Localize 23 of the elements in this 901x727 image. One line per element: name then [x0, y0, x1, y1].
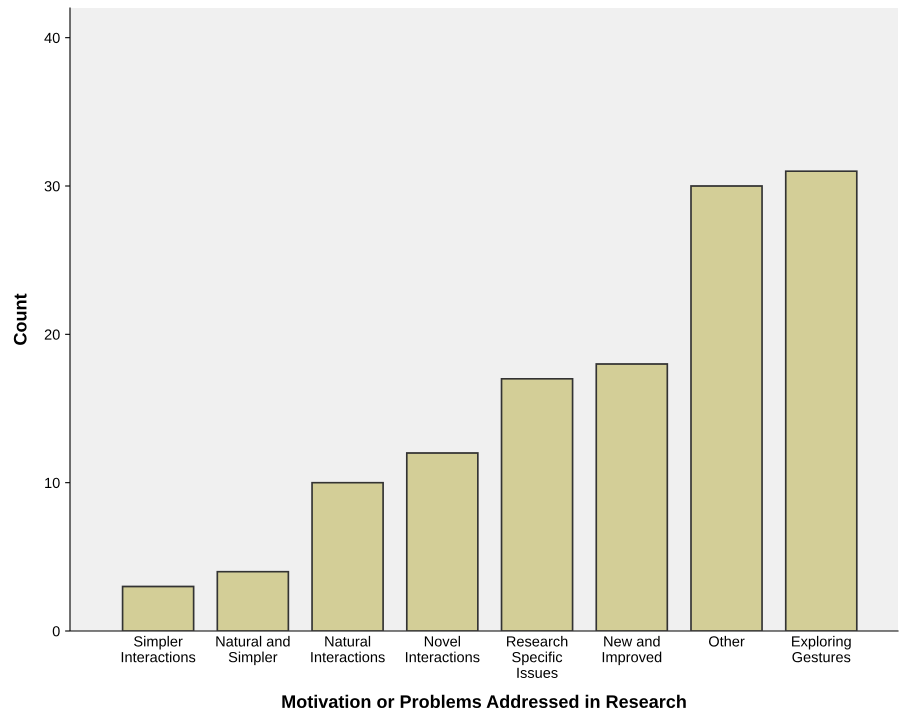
y-tick-label: 30: [44, 181, 60, 192]
x-tick-label: Natural and Simpler: [216, 636, 290, 666]
bar: [122, 586, 194, 631]
y-axis-title: Count: [14, 294, 27, 345]
y-tick-label: 0: [52, 626, 60, 636]
bar: [500, 378, 574, 631]
y-tick-label: 10: [45, 478, 60, 488]
y-tick-label: 20: [44, 329, 60, 340]
x-tick-label: Natural Interactions: [311, 636, 385, 662]
bar: [311, 482, 384, 631]
x-tick-label: Other: [708, 636, 745, 647]
bar: [595, 363, 668, 631]
x-tick-label: Simpler Interactions: [122, 636, 196, 662]
bar: [784, 170, 858, 631]
x-tick-label: Exploring Gestures: [792, 636, 851, 662]
bar: [406, 452, 479, 631]
x-tick-label: Novel Interactions: [406, 636, 480, 662]
x-tick-label: New and Improved: [602, 636, 662, 666]
bar: [690, 185, 763, 631]
y-tick-label: 40: [44, 32, 60, 44]
x-tick-label: Research Specific Issues: [507, 636, 568, 678]
bar: [216, 570, 290, 631]
x-axis-title: Motivation or Problems Addressed in Research: [282, 694, 686, 708]
